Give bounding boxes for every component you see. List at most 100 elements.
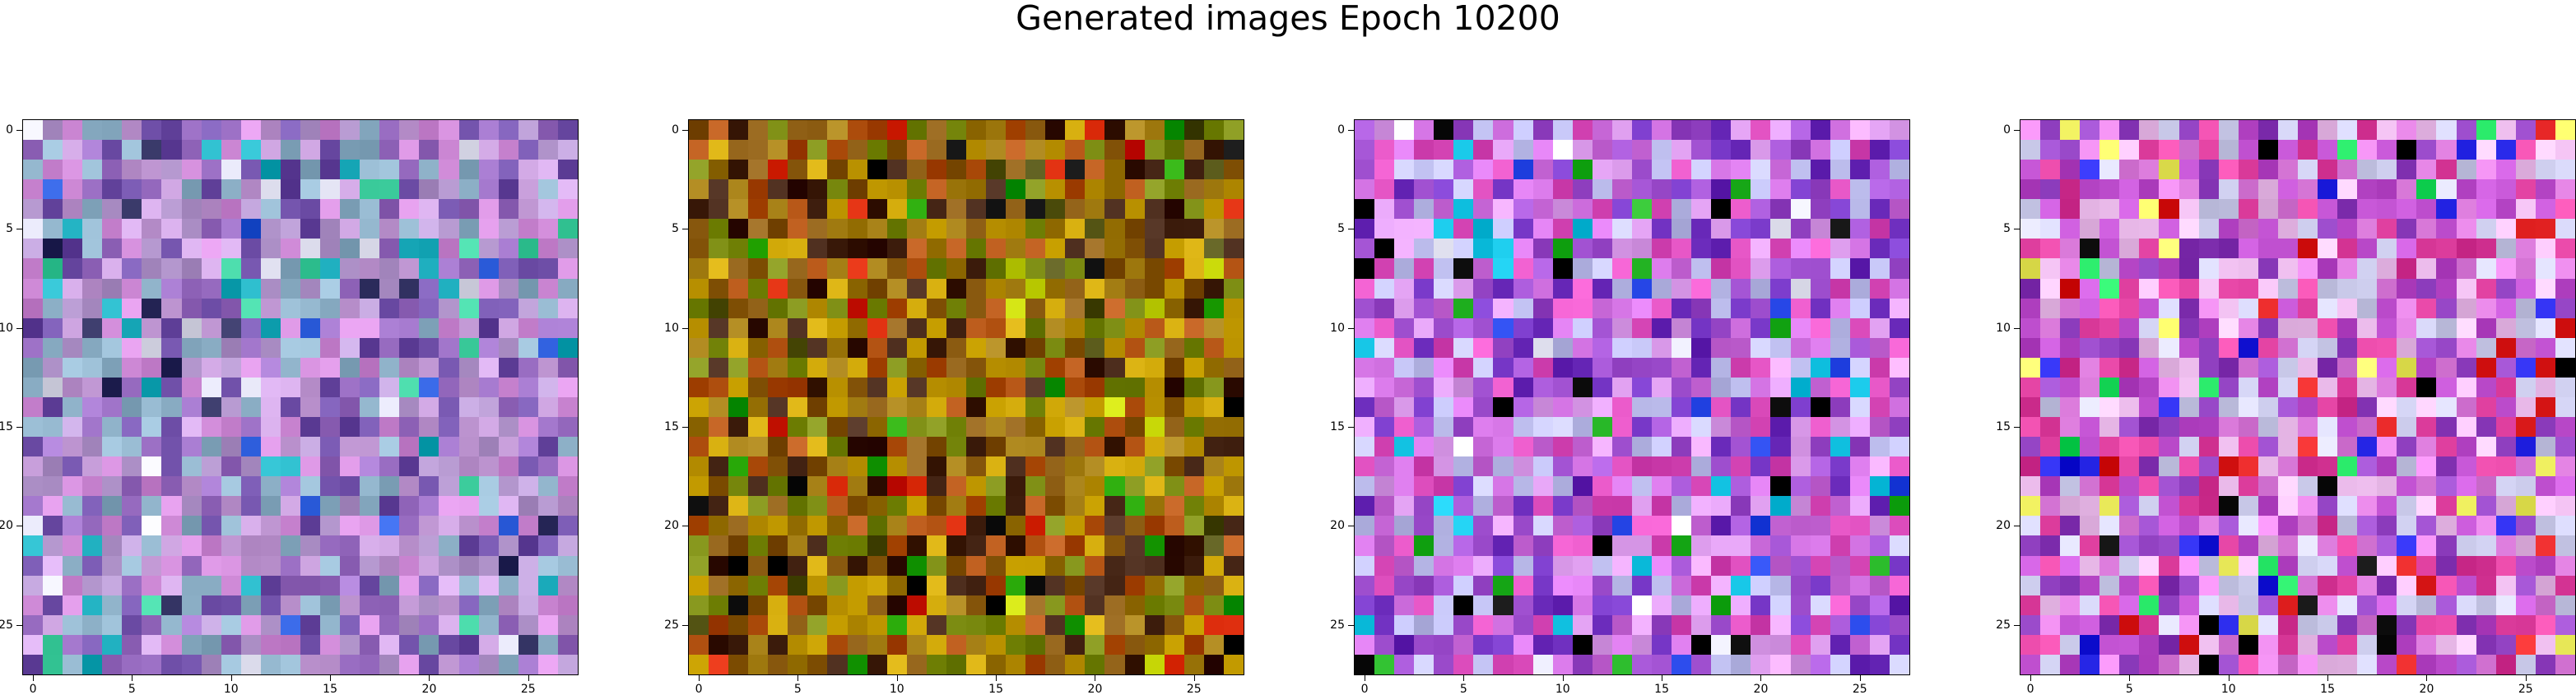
image-pixel [728,456,749,477]
image-pixel [1434,258,1454,279]
image-pixel [2238,258,2258,279]
image-pixel [161,298,182,318]
image-pixel [537,595,558,615]
image-pixel [1552,456,1573,477]
image-pixel [2515,120,2536,141]
image-pixel [1414,595,1434,615]
image-pixel [709,535,729,556]
image-pixel [2535,456,2555,477]
image-pixel [439,595,459,615]
image-pixel [1434,476,1454,497]
image-pixel [2318,595,2338,615]
image-pixel [340,476,360,497]
image-pixel [748,317,769,338]
image-pixel [1065,160,1086,180]
image-pixel [1104,219,1125,239]
image-pixel [82,535,103,556]
image-pixel [807,199,828,220]
image-pixel [2515,179,2536,200]
image-pixel [1025,337,1046,358]
image-pixel [478,396,499,418]
image-pixel [1025,437,1046,457]
image-pixel [478,496,499,517]
image-pixel [1889,239,1909,259]
image-pixel [748,239,769,259]
image-pixel [399,357,420,378]
image-pixel [2515,417,2536,438]
image-pixel [867,140,887,160]
image-pixel [2178,396,2199,418]
image-pixel [1104,120,1125,141]
image-pixel [1611,179,1632,200]
image-pixel [1164,337,1184,358]
image-pixel [2198,298,2219,318]
image-pixel [280,298,300,318]
image-pixel [537,317,558,338]
image-pixel [2495,120,2516,141]
image-pixel [379,160,400,180]
image-pixel [886,337,907,358]
image-pixel [1552,555,1573,576]
image-pixel [1223,654,1244,674]
image-pixel [748,258,769,279]
image-pixel [181,199,202,220]
image-pixel [518,555,538,576]
image-pixel [2178,614,2199,635]
image-pixel [201,179,221,200]
image-pixel [1751,317,1771,338]
image-pixel [260,575,281,595]
image-pixel [360,298,380,318]
image-pixel [419,239,439,259]
image-pixel [2377,654,2397,674]
image-pixel [1374,258,1395,279]
image-pixel [280,595,300,615]
image-pixel [689,417,709,438]
image-pixel [1572,634,1593,655]
image-pixel [2377,120,2397,141]
image-pixel [926,337,946,358]
image-pixel [1889,595,1909,615]
image-pixel [906,160,927,180]
image-pixel [1124,516,1145,536]
image-pixel [1711,634,1732,655]
y-tick-label: 25 [1330,618,1345,632]
image-pixel [2318,120,2338,141]
image-pixel [2337,496,2358,517]
image-pixel [2277,337,2298,358]
image-pixel [142,357,162,378]
image-pixel [1355,219,1375,239]
image-pixel [82,396,103,418]
image-pixel [1770,298,1791,318]
image-pixel [2178,555,2199,576]
image-pixel [122,417,142,438]
image-pixel [1731,120,1751,141]
image-pixel [399,654,420,674]
image-pixel [2198,535,2219,556]
image-pixel [926,595,946,615]
image-pixel [847,496,867,517]
image-pixel [1183,417,1204,438]
image-pixel [458,140,479,160]
image-pixel [63,614,83,635]
image-pixel [2277,614,2298,635]
image-pixel [2377,219,2397,239]
image-pixel [709,516,729,536]
image-pixel [965,516,987,536]
image-pixel [1473,179,1494,200]
image-pixel [1810,239,1830,259]
image-pixel [1532,258,1553,279]
image-pixel [1790,396,1811,418]
image-pixel [1374,199,1395,220]
image-pixel [1790,417,1811,438]
image-pixel [360,634,380,655]
image-pixel [1611,496,1632,517]
image-pixel [557,298,578,318]
image-pixel [946,179,966,200]
image-pixel [557,317,578,338]
image-pixel [82,258,103,279]
image-pixel [379,516,400,536]
image-pixel [43,614,63,635]
image-pixel [2357,476,2378,497]
image-pixel [2238,140,2258,160]
image-pixel [2218,595,2239,615]
